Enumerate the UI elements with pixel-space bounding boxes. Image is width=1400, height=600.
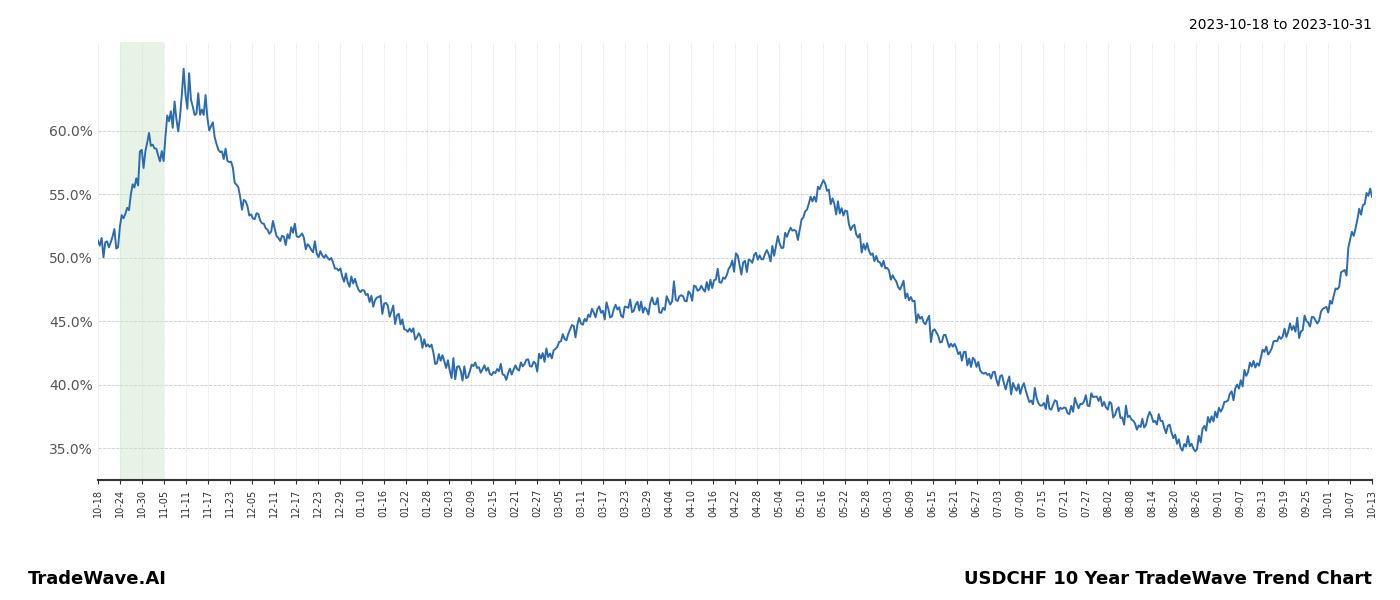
Text: 2023-10-18 to 2023-10-31: 2023-10-18 to 2023-10-31: [1189, 18, 1372, 32]
Text: TradeWave.AI: TradeWave.AI: [28, 570, 167, 588]
Bar: [120, 42, 164, 480]
Text: USDCHF 10 Year TradeWave Trend Chart: USDCHF 10 Year TradeWave Trend Chart: [965, 570, 1372, 588]
